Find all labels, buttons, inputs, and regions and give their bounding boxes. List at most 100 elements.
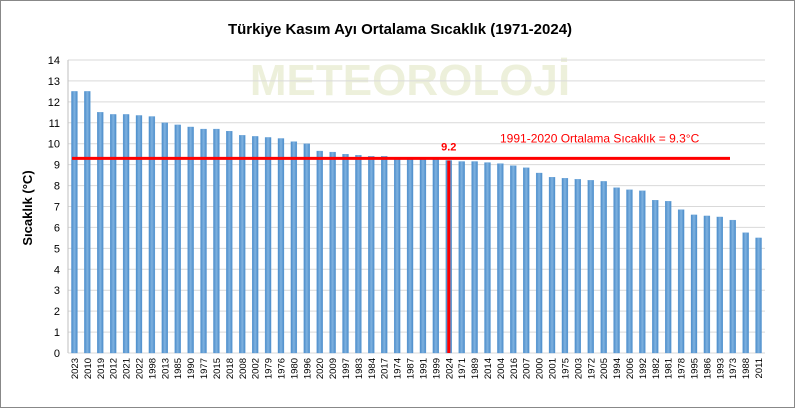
x-tick-label: 2011 — [754, 358, 765, 378]
x-tick-label: 2019 — [96, 358, 107, 379]
bar — [471, 161, 478, 354]
bar — [677, 209, 685, 354]
bar — [535, 172, 543, 354]
bar — [161, 122, 168, 354]
x-tick-label: 1993 — [715, 358, 726, 379]
bar — [419, 158, 427, 354]
x-tick-label: 2024 — [444, 358, 455, 379]
x-tick-label: 2023 — [70, 358, 81, 379]
x-tick-label: 2012 — [109, 358, 120, 379]
bar — [574, 179, 581, 354]
bar — [626, 189, 633, 354]
bar — [200, 128, 207, 354]
bar — [264, 137, 272, 354]
x-tick-label: 1982 — [651, 358, 662, 379]
y-tick-label: 3 — [54, 285, 60, 297]
x-tick-label: 2000 — [535, 358, 546, 379]
chart-title: Türkiye Kasım Ayı Ortalama Sıcaklık (197… — [228, 21, 572, 38]
bar — [587, 180, 594, 354]
bar — [716, 216, 723, 354]
x-tick-label: 2001 — [548, 358, 559, 379]
bar — [342, 154, 349, 354]
x-tick-label: 1990 — [186, 358, 197, 379]
x-tick-label: 1996 — [302, 358, 313, 379]
x-tick-label: 1991 — [418, 358, 429, 379]
x-tick-label: 1989 — [470, 358, 481, 379]
y-tick-label: 5 — [54, 243, 60, 255]
bar — [303, 143, 310, 354]
bar — [226, 131, 233, 354]
x-tick-label: 2005 — [599, 358, 610, 379]
x-tick-label: 2013 — [160, 358, 171, 379]
bar — [213, 128, 220, 354]
y-tick-label: 12 — [48, 97, 60, 109]
x-tick-label: 1971 — [457, 358, 468, 379]
bar — [135, 115, 143, 354]
x-tick-label: 1974 — [393, 358, 404, 379]
bar — [381, 156, 388, 354]
bar — [510, 165, 517, 354]
x-tick-label: 2018 — [225, 358, 236, 379]
bar — [665, 201, 672, 354]
x-tick-label: 2021 — [122, 358, 133, 379]
bar — [290, 141, 298, 354]
bar — [148, 116, 156, 354]
y-tick-label: 2 — [54, 306, 60, 318]
x-tick-label: 1998 — [147, 358, 158, 379]
x-tick-label: 2002 — [251, 358, 262, 379]
reference-label: 1991-2020 Ortalama Sıcaklık = 9.3°C — [500, 131, 700, 145]
bar — [355, 155, 362, 354]
x-tick-label: 1978 — [677, 358, 688, 379]
y-axis-label: Sıcaklık (°C) — [20, 170, 35, 245]
bar — [239, 135, 246, 354]
bar — [393, 157, 401, 354]
bar — [187, 126, 194, 354]
bar — [252, 136, 259, 354]
x-tick-label: 2003 — [573, 358, 584, 379]
x-tick-label: 1987 — [406, 358, 417, 379]
bar — [523, 167, 530, 354]
x-tick-label: 2022 — [134, 358, 145, 379]
x-tick-label: 1994 — [612, 358, 623, 379]
x-tick-label: 2015 — [212, 358, 223, 379]
x-tick-label: 1980 — [289, 358, 300, 379]
y-tick-label: 14 — [48, 55, 60, 67]
bar — [497, 163, 504, 354]
x-tick-label: 2004 — [496, 358, 507, 379]
x-tick-label: 1984 — [367, 358, 378, 379]
bar — [84, 91, 91, 354]
x-tick-label: 2009 — [328, 358, 339, 379]
y-tick-label: 13 — [48, 76, 60, 88]
x-tick-label: 1995 — [690, 358, 701, 379]
bar — [174, 124, 181, 354]
bar — [613, 187, 620, 354]
x-tick-label: 2014 — [483, 358, 494, 379]
x-tick-label: 1985 — [173, 358, 184, 379]
x-tick-label: 1973 — [728, 358, 739, 379]
x-tick-label: 1977 — [199, 358, 210, 379]
bar — [316, 150, 323, 354]
y-tick-label: 11 — [49, 118, 60, 130]
x-tick-label: 2020 — [315, 358, 326, 379]
bar — [755, 237, 762, 354]
x-tick-label: 1976 — [276, 358, 287, 379]
y-tick-label: 0 — [54, 348, 60, 360]
bar — [329, 151, 336, 354]
x-tick-label: 1979 — [264, 358, 275, 379]
y-tick-label: 8 — [54, 181, 60, 193]
x-tick-label: 1988 — [741, 358, 752, 379]
bar — [742, 232, 749, 354]
x-tick-label: 2010 — [83, 358, 94, 379]
bar — [600, 181, 607, 354]
bar — [406, 157, 414, 354]
bar — [639, 190, 646, 354]
bar — [97, 112, 104, 354]
bar — [110, 114, 117, 354]
x-tick-label: 2016 — [509, 358, 520, 379]
bar — [484, 162, 491, 354]
bar — [690, 214, 698, 354]
x-tick-label: 2007 — [522, 358, 533, 379]
y-tick-label: 4 — [54, 264, 60, 276]
x-tick-label: 2017 — [380, 358, 391, 379]
bar — [432, 158, 440, 354]
